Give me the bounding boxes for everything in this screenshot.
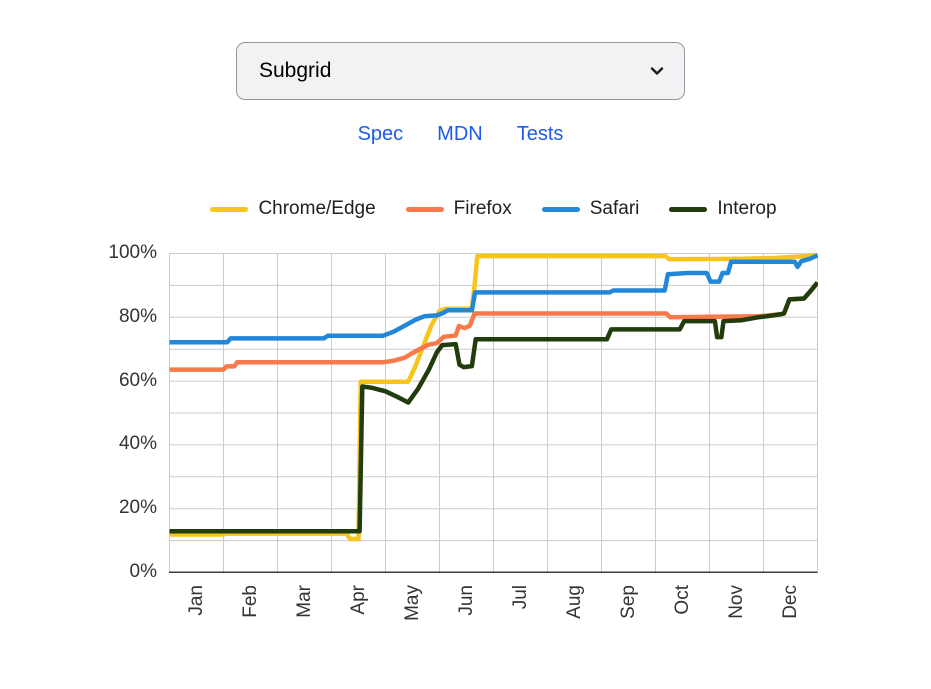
series-line-safari [169, 253, 819, 345]
mdn-link[interactable]: MDN [437, 122, 483, 145]
legend-swatch [210, 206, 249, 212]
feature-select-value: Subgrid [259, 59, 332, 82]
y-tick-label: 80% [118, 305, 157, 327]
x-tick-label: Sep [617, 585, 639, 619]
chevron-down-icon [648, 62, 666, 80]
legend-item-chrome-edge: Chrome/Edge [210, 198, 376, 220]
legend-item-safari: Safari [541, 198, 640, 220]
y-tick-label: 0% [129, 561, 157, 582]
x-tick-label: Jan [185, 585, 207, 616]
x-tick-label: May [401, 585, 423, 621]
tests-link[interactable]: Tests [516, 122, 564, 145]
x-tick-label: Mar [293, 585, 315, 618]
y-tick-label: 100% [108, 242, 157, 263]
y-tick-label: 20% [118, 497, 157, 519]
x-tick-label: Feb [239, 585, 261, 618]
legend-item-interop: Interop [669, 198, 777, 220]
feature-select[interactable]: Subgrid [236, 42, 685, 100]
legend-label: Safari [589, 198, 640, 219]
resource-links: Spec MDN Tests [236, 118, 685, 150]
x-tick-label: Oct [671, 585, 693, 615]
line-chart [169, 252, 820, 574]
chart-legend: Chrome/Edge Firefox Safari Interop [169, 196, 818, 222]
y-tick-label: 40% [118, 433, 157, 455]
legend-item-firefox: Firefox [405, 198, 512, 220]
series-line-chrome-edge [169, 252, 818, 542]
y-tick-label: 60% [118, 369, 157, 391]
x-tick-label: Apr [347, 585, 369, 615]
legend-label: Firefox [453, 198, 512, 219]
series-line-interop [169, 281, 820, 534]
legend-label: Interop [717, 198, 777, 219]
x-tick-label: Jul [509, 585, 531, 610]
x-tick-label: Nov [725, 585, 747, 619]
chart-canvas [169, 252, 820, 574]
spec-link[interactable]: Spec [357, 122, 404, 145]
x-tick-label: Jun [455, 585, 477, 616]
legend-swatch [669, 206, 708, 212]
x-tick-label: Dec [779, 585, 801, 619]
legend-swatch [405, 206, 444, 212]
legend-label: Chrome/Edge [258, 198, 376, 219]
x-tick-label: Aug [563, 585, 585, 619]
legend-swatch [541, 206, 580, 212]
